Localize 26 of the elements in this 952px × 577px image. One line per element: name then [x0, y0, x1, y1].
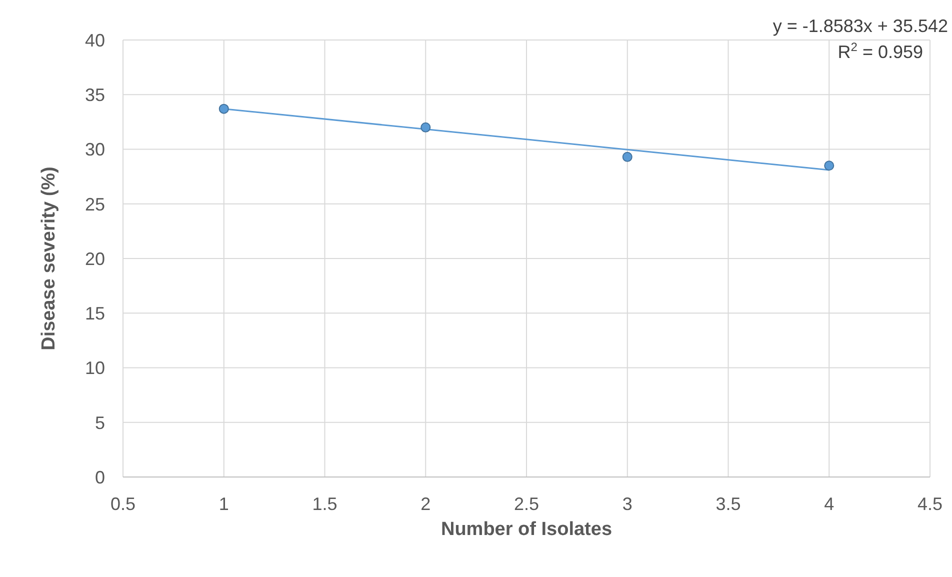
- text: y = -1.8583x + 35.542: [772, 16, 948, 36]
- y-tick-label: 35: [84, 85, 105, 106]
- point: [622, 152, 632, 162]
- annotation: R$^{2}$ = 0.959: [838, 40, 923, 62]
- y-tick-label: 10: [84, 358, 105, 378]
- x-tick-label: 1: [218, 494, 229, 514]
- x-tick-label: 2: [420, 494, 431, 514]
- y-tick-label: 20: [84, 248, 105, 269]
- y-tick-label: 0: [94, 467, 105, 488]
- y-tick-label: 15: [84, 304, 105, 324]
- y-tick-label: 25: [84, 194, 105, 214]
- point: [218, 104, 229, 114]
- point: [824, 160, 834, 171]
- y-axis-title: Disease severity (%): [38, 166, 60, 350]
- point: [420, 122, 431, 132]
- x-tick-label: 3: [622, 494, 632, 514]
- y-tick-label: 30: [84, 140, 105, 160]
- x-tick-label: 4.5: [917, 494, 943, 514]
- y-tick-label: 40: [84, 30, 105, 50]
- y-tick-label: 5: [94, 412, 105, 433]
- x-tick-label: 1.5: [312, 494, 338, 514]
- x-tick-label: 3.5: [716, 494, 741, 514]
- x-tick-label: 2.5: [514, 494, 540, 514]
- x-tick-label: 0.5: [110, 494, 136, 514]
- x-axis-title: Number of Isolates: [440, 519, 612, 540]
- x-tick-label: 4: [824, 494, 834, 514]
